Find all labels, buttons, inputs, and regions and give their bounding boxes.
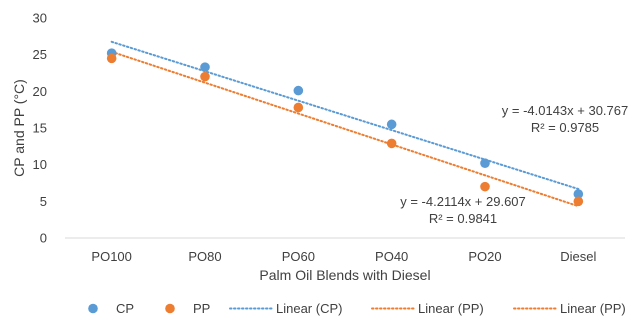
point-cp-diesel <box>573 189 584 199</box>
legend-label: PP <box>193 301 210 316</box>
data-points <box>106 48 584 207</box>
y-tick-label: 15 <box>33 121 47 136</box>
x-tick-label: PO80 <box>188 249 221 264</box>
y-tick-label: 20 <box>33 84 47 99</box>
legend-label: Linear (PP) <box>560 301 626 316</box>
equation-cp-line: y = -4.0143x + 30.767 <box>502 103 628 118</box>
y-tick-label: 10 <box>33 157 47 172</box>
point-pp-po100 <box>106 53 117 64</box>
legend-item-linear-cp: Linear (CP) <box>229 301 342 316</box>
legend-label: CP <box>116 301 134 316</box>
legend: CP PP Linear (CP) Linear (PP) Linear (PP) <box>88 301 626 316</box>
point-cp-po60 <box>293 85 304 96</box>
axes: 0 5 10 15 20 25 30 PO100 PO80 PO60 PO40 PO20 Diesel P… <box>11 11 625 283</box>
legend-item-pp: PP <box>165 301 210 316</box>
equation-annotations: y = -4.0143x + 30.767 R² = 0.9785 y = -4.2… <box>400 103 628 226</box>
point-pp-po20 <box>480 181 490 192</box>
trendlines <box>110 40 580 208</box>
y-tick-label: 5 <box>40 194 47 209</box>
legend-item-linear-pp: Linear (PP) <box>513 301 626 316</box>
y-tick-label: 30 <box>33 11 47 26</box>
x-tick-label: PO100 <box>91 249 131 264</box>
x-axis-label: Palm Oil Blends with Diesel <box>259 267 430 283</box>
point-cp-po80 <box>200 62 210 72</box>
trendline-pp <box>110 50 580 208</box>
trendline-cp <box>110 40 580 191</box>
equation-cp-line: R² = 0.9785 <box>531 120 599 135</box>
point-cp-po20 <box>480 158 490 168</box>
point-pp-po60 <box>293 102 304 113</box>
legend-marker <box>165 303 175 314</box>
legend-marker <box>88 303 98 314</box>
x-tick-label: Diesel <box>560 249 596 264</box>
legend-item-linear-pp: Linear (PP) <box>371 301 484 316</box>
point-cp-po40 <box>386 119 397 130</box>
x-tick-label: PO20 <box>468 249 501 264</box>
point-pp-po40 <box>386 138 397 149</box>
y-tick-label: 25 <box>33 47 47 62</box>
legend-label: Linear (CP) <box>276 301 342 316</box>
point-pp-diesel <box>573 196 584 207</box>
equation-pp-line: y = -4.2114x + 29.607 <box>400 194 526 209</box>
x-tick-label: PO60 <box>282 249 315 264</box>
point-pp-po80 <box>200 71 210 82</box>
equation-pp-line: R² = 0.9841 <box>429 211 497 226</box>
legend-label: Linear (PP) <box>418 301 484 316</box>
y-axis-label: CP and PP (°C) <box>11 79 27 177</box>
y-tick-label: 0 <box>40 231 47 246</box>
legend-item-cp: CP <box>88 301 134 316</box>
x-tick-label: PO40 <box>375 249 408 264</box>
